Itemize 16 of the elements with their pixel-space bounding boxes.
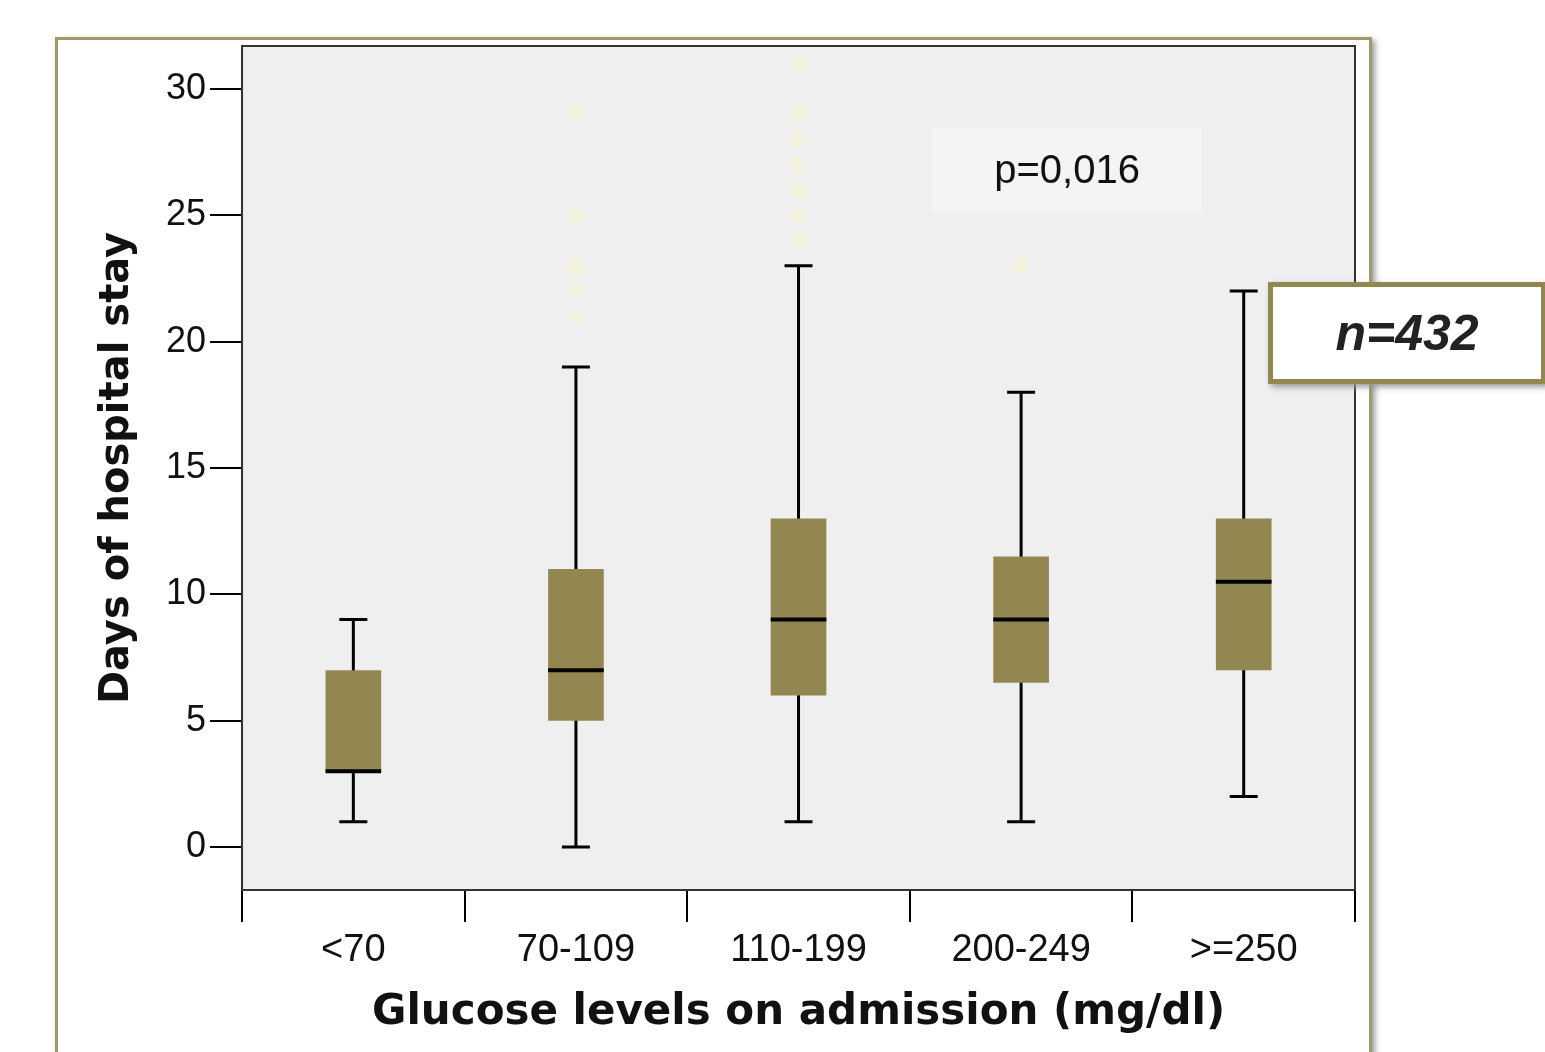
x-tick-label: 200-249 bbox=[951, 927, 1091, 970]
x-axis-title: Glucose levels on admission (mg/dl) bbox=[371, 984, 1226, 1034]
y-tick-label: 30 bbox=[166, 65, 207, 107]
y-axis-title: Days of hospital stay bbox=[91, 231, 138, 705]
y-tick-label: 20 bbox=[166, 318, 207, 360]
x-tick-label: 110-199 bbox=[730, 927, 867, 970]
y-tick-label: 10 bbox=[166, 571, 207, 613]
y-tick-label: 0 bbox=[186, 823, 207, 865]
x-tick-label: 70-109 bbox=[516, 927, 636, 970]
y-tick-label: 25 bbox=[166, 192, 207, 234]
annotation: p=0,016 bbox=[994, 147, 1140, 192]
y-tick-label: 15 bbox=[166, 444, 207, 486]
annotation: n=432 bbox=[1268, 282, 1545, 384]
x-tick-label: <70 bbox=[321, 927, 386, 970]
x-tick-label: >=250 bbox=[1189, 927, 1298, 970]
y-tick-label: 5 bbox=[186, 697, 207, 739]
